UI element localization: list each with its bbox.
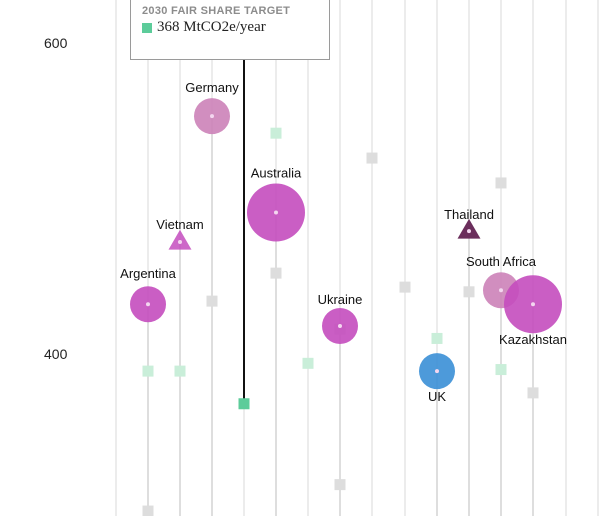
other-marker [495, 177, 507, 189]
bubble-center-dot [178, 240, 182, 245]
country-label: Vietnam [156, 217, 203, 232]
country-label: UK [428, 389, 446, 404]
country-label: South Africa [466, 254, 537, 269]
tooltip-title: 2030 FAIR SHARE TARGET [142, 5, 291, 17]
bubble-vietnam [168, 229, 192, 250]
country-label: Germany [185, 80, 239, 95]
country-labels: Argentina Vietnam Germany Australia Ukraine U… [120, 80, 567, 404]
target-marker [174, 365, 186, 377]
country-bubbles [130, 98, 562, 390]
target-marker [238, 398, 250, 410]
target-tooltip: 2030 FAIR SHARE TARGET 368 MtCO2e/year [130, 0, 330, 60]
other-marker [399, 281, 411, 293]
bubble-center-dot [499, 288, 503, 293]
target-marker [142, 365, 154, 377]
tooltip-row: 368 MtCO2e/year [142, 19, 266, 36]
y-axis: 400 600 [44, 35, 68, 362]
country-label: Thailand [444, 207, 494, 222]
bubble-thailand [457, 218, 481, 239]
target-marker [431, 332, 443, 344]
other-marker [463, 286, 475, 298]
bubble-center-dot [146, 302, 150, 307]
other-marker [366, 152, 378, 164]
other-marker [206, 295, 218, 307]
other-marker [270, 267, 282, 279]
country-label: Kazakhstan [499, 332, 567, 347]
country-label: Argentina [120, 266, 176, 281]
target-marker [495, 364, 507, 376]
other-marker [142, 505, 154, 516]
bubble-center-dot [274, 210, 278, 215]
tooltip-swatch [142, 22, 152, 33]
bubble-stems [147, 116, 534, 516]
y-tick-label: 400 [44, 346, 68, 362]
target-marker [302, 357, 314, 369]
country-label: Ukraine [318, 292, 363, 307]
tooltip-value: 368 MtCO2e/year [157, 19, 266, 35]
y-tick-label: 600 [44, 35, 68, 51]
bubble-center-dot [338, 324, 342, 329]
bubble-center-dot [210, 114, 214, 119]
other-marker [527, 387, 539, 399]
target-marker [270, 127, 282, 139]
country-label: Australia [251, 165, 302, 180]
bubble-center-dot [467, 229, 471, 234]
bubble-center-dot [435, 369, 439, 374]
other-marker [334, 479, 346, 491]
bubble-center-dot [531, 302, 535, 307]
